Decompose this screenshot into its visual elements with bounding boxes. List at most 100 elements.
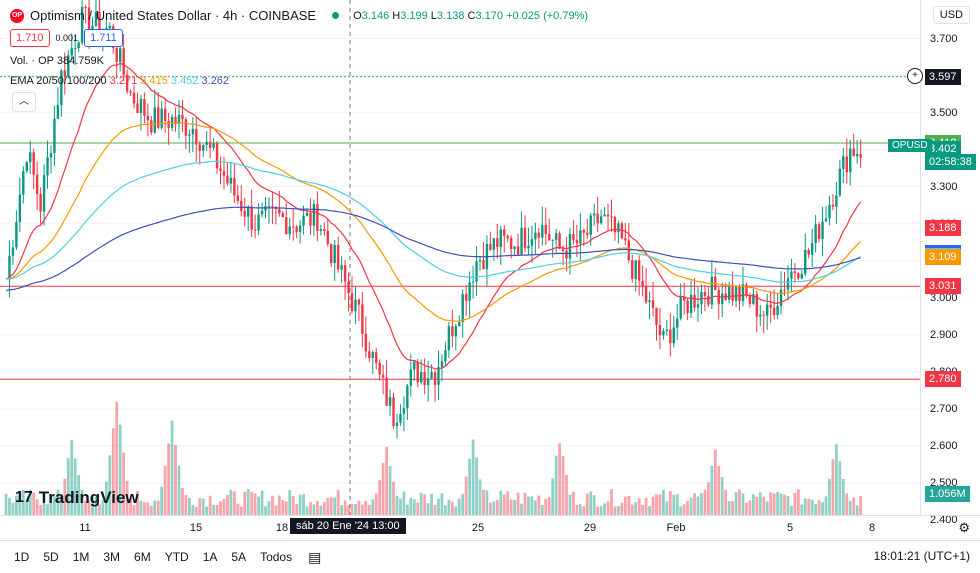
volume-bar — [319, 505, 323, 515]
buy-button[interactable]: 1.711 — [84, 29, 123, 47]
range-button-ytd[interactable]: YTD — [164, 550, 189, 564]
settings-gear-icon[interactable]: ⚙ — [958, 520, 970, 535]
candle-body — [610, 216, 613, 218]
candle-body — [364, 333, 368, 352]
volume-bar — [274, 505, 278, 515]
candle-body — [378, 362, 381, 375]
price-chart[interactable] — [0, 0, 920, 515]
volume-bar — [454, 506, 458, 515]
time-axis[interactable]: 11 15 18 25 29 Feb 5 8 sáb 20 Ene '24 13:00 — [0, 515, 980, 540]
range-button-5a[interactable]: 5A — [231, 550, 247, 564]
candle-body — [669, 329, 672, 344]
ohlc-values: O3.146 H3.199 L3.138 C3.170 +0.025 (+0.7… — [353, 10, 588, 22]
time-tick-label: 8 — [868, 522, 876, 534]
symbol-price-tag: OPUSD — [888, 139, 932, 152]
volume-bar — [360, 504, 364, 515]
volume-bar — [800, 504, 804, 515]
candle-body — [350, 293, 354, 312]
volume-bar — [222, 499, 226, 515]
candle-body — [125, 74, 129, 92]
range-button-3m[interactable]: 3M — [103, 550, 121, 564]
price-axis[interactable] — [920, 0, 980, 515]
volume-bar — [495, 499, 499, 515]
candle-body — [67, 55, 70, 77]
volume-bar — [765, 501, 769, 515]
candle-body — [399, 413, 402, 423]
candle-body — [776, 305, 779, 316]
candle-body — [94, 12, 98, 26]
volume-legend[interactable]: Vol. · OP 384.759K — [10, 55, 104, 67]
candle-body — [565, 250, 568, 259]
candle-body — [229, 177, 233, 184]
range-button-1m[interactable]: 1M — [72, 550, 90, 564]
volume-bar — [769, 492, 773, 515]
candle-body — [752, 294, 755, 304]
volume-bar — [568, 494, 572, 515]
volume-bar — [731, 501, 734, 515]
add-alert-icon[interactable]: + — [907, 68, 923, 84]
volume-bar — [776, 491, 779, 515]
candle-body — [392, 397, 395, 427]
candle-body — [226, 175, 229, 184]
volume-bar — [35, 499, 39, 515]
volume-bar — [658, 494, 662, 515]
date-range-calendar-icon[interactable]: ▤ — [308, 548, 322, 565]
volume-bar — [502, 494, 506, 515]
candle-body — [433, 372, 437, 385]
volume-bar — [187, 498, 191, 515]
volume-bar — [696, 496, 700, 515]
candle-body — [672, 327, 675, 344]
volume-bar — [724, 489, 728, 515]
tradingview-mark-icon: 17 — [15, 489, 33, 506]
chart-area[interactable] — [0, 0, 920, 515]
volume-bar — [447, 499, 451, 515]
currency-selector[interactable]: USD — [932, 6, 970, 24]
candle-body — [800, 273, 803, 279]
candle-body — [516, 246, 520, 255]
volume-bar — [14, 495, 18, 515]
volume-bar — [101, 499, 105, 515]
candle-body — [444, 350, 447, 362]
candle-body — [77, 42, 80, 49]
price-tick-label: 3.000 — [930, 291, 958, 304]
range-button-6m[interactable]: 6M — [134, 550, 151, 564]
ema-legend[interactable]: EMA 20/50/100/200 3.271 3.415 3.452 3.26… — [10, 75, 229, 87]
candle-body — [845, 156, 848, 173]
price-tick-label: 3.300 — [930, 180, 958, 193]
clock[interactable]: 18:01:21 (UTC+1) — [873, 549, 970, 563]
tradingview-logo[interactable]: 17 TradingView — [15, 488, 139, 508]
candle-body — [333, 244, 336, 264]
market-status-icon — [332, 12, 340, 19]
volume-bar — [755, 496, 759, 515]
volume-bar — [807, 498, 811, 515]
volume-bar — [136, 491, 139, 515]
ohlc-c-label: C — [467, 9, 476, 22]
candle-body — [804, 249, 807, 274]
volume-bar — [236, 503, 240, 515]
volume-bar — [316, 500, 319, 515]
candle-body — [461, 294, 464, 322]
collapse-legend-button[interactable]: ︿ — [12, 92, 36, 112]
time-tick-label: 29 — [583, 522, 597, 534]
volume-bar — [848, 500, 852, 515]
range-button-1a[interactable]: 1A — [202, 550, 218, 564]
volume-bar — [828, 478, 831, 515]
ema20-value: 3.271 — [109, 75, 138, 87]
range-button-5d[interactable]: 5D — [43, 550, 59, 564]
candle-body — [689, 295, 693, 313]
candle-body — [606, 214, 610, 217]
range-button-todos[interactable]: Todos — [260, 550, 293, 564]
candle-body — [499, 229, 502, 248]
volume-bar — [309, 502, 312, 515]
symbol-title[interactable]: Optimism / United States Dollar · 4h · C… — [30, 8, 317, 23]
volume-bar — [49, 493, 53, 515]
range-button-1d[interactable]: 1D — [14, 550, 30, 564]
sell-button[interactable]: 1.710 — [10, 29, 50, 47]
volume-bar — [156, 500, 160, 515]
volume-bar — [617, 506, 620, 515]
candle-body — [84, 6, 87, 8]
candle-body — [544, 225, 547, 235]
time-tick-label: 25 — [471, 522, 485, 534]
candle-body — [56, 105, 60, 119]
volume-bar — [821, 502, 824, 515]
